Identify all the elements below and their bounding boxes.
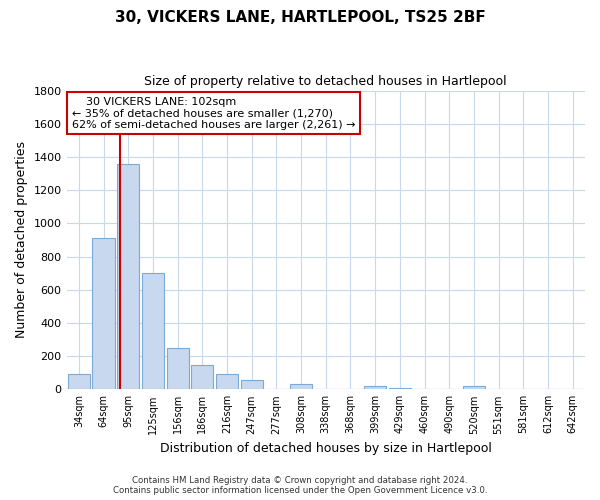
Text: 30 VICKERS LANE: 102sqm
← 35% of detached houses are smaller (1,270)
62% of semi: 30 VICKERS LANE: 102sqm ← 35% of detache… <box>72 96 355 130</box>
Bar <box>364 386 386 390</box>
Bar <box>241 380 263 390</box>
X-axis label: Distribution of detached houses by size in Hartlepool: Distribution of detached houses by size … <box>160 442 492 455</box>
Text: Contains HM Land Registry data © Crown copyright and database right 2024.
Contai: Contains HM Land Registry data © Crown c… <box>113 476 487 495</box>
Y-axis label: Number of detached properties: Number of detached properties <box>15 142 28 338</box>
Bar <box>92 238 115 390</box>
Bar <box>142 273 164 390</box>
Bar <box>117 164 139 390</box>
Bar <box>68 374 90 390</box>
Title: Size of property relative to detached houses in Hartlepool: Size of property relative to detached ho… <box>145 75 507 88</box>
Bar <box>463 386 485 390</box>
Bar <box>290 384 312 390</box>
Bar <box>216 374 238 390</box>
Bar <box>167 348 189 390</box>
Bar <box>191 365 214 390</box>
Text: 30, VICKERS LANE, HARTLEPOOL, TS25 2BF: 30, VICKERS LANE, HARTLEPOOL, TS25 2BF <box>115 10 485 25</box>
Bar <box>389 388 411 390</box>
